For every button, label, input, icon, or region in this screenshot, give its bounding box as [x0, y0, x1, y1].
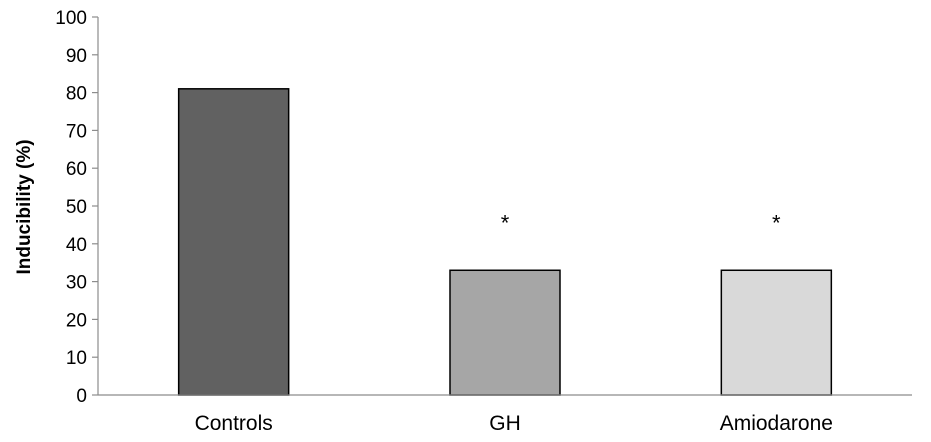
- y-tick-label: 40: [66, 235, 87, 256]
- y-tick-label: 10: [66, 348, 87, 369]
- y-tick-label: 70: [66, 121, 87, 142]
- x-category-label: GH: [489, 412, 521, 435]
- bar-amiodarone: [720, 269, 833, 396]
- y-tick-label: 60: [66, 159, 87, 180]
- significance-marker: *: [772, 210, 781, 235]
- y-axis-title: Inducibility (%): [14, 139, 35, 274]
- significance-marker: *: [501, 210, 510, 235]
- y-tick-label: 80: [66, 84, 87, 105]
- y-axis: 0 10 20 30 40 50 60 70 80 90 100: [55, 8, 99, 407]
- y-tick-label: 20: [66, 310, 87, 331]
- y-tick-label: 30: [66, 273, 87, 294]
- y-tick-label: 0: [76, 386, 87, 407]
- bar-gh: [449, 269, 561, 396]
- y-tick-label: 100: [55, 8, 87, 29]
- y-tick-label: 50: [66, 197, 87, 218]
- x-axis: Controls GH Amiodarone: [98, 394, 912, 435]
- x-category-label: Controls: [195, 412, 273, 435]
- bars: * *: [177, 88, 833, 396]
- x-category-label: Amiodarone: [720, 412, 833, 435]
- y-tick-label: 90: [66, 46, 87, 67]
- bar-controls: [177, 88, 290, 396]
